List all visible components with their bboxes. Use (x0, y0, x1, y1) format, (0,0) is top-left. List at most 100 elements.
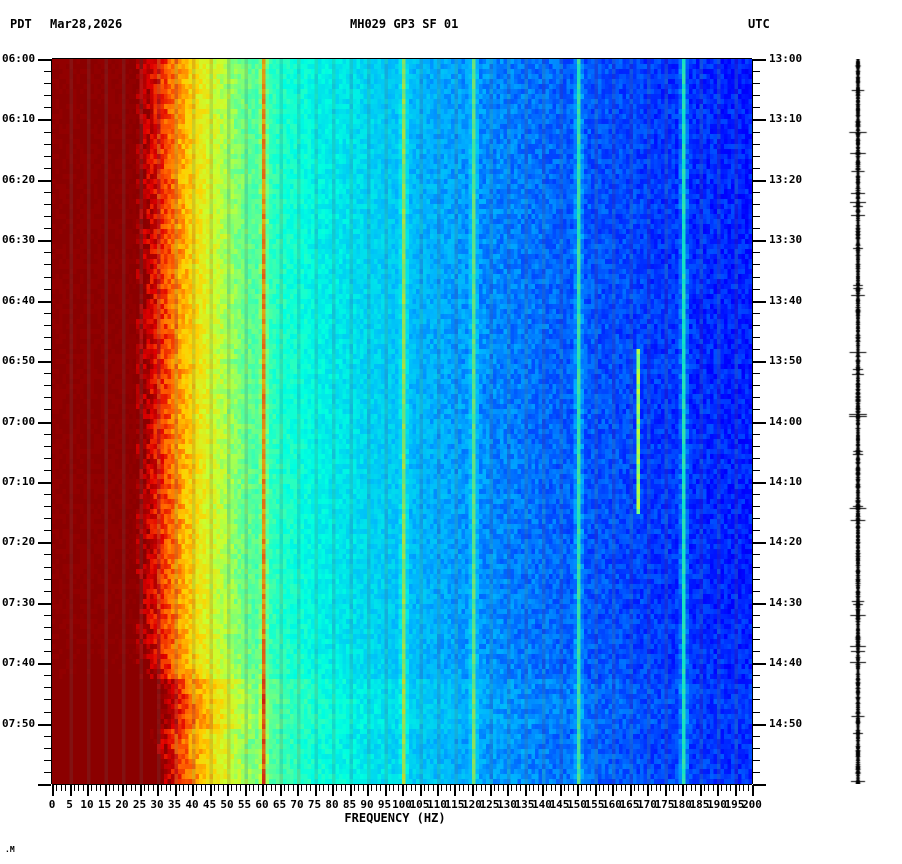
y-tick-right (753, 712, 760, 713)
x-tick (350, 785, 352, 796)
x-tick (564, 785, 565, 791)
x-tick (603, 785, 604, 791)
x-ticklabel: 125 (479, 798, 500, 811)
x-tick (612, 785, 614, 796)
x-ticklabel: 170 (637, 798, 657, 811)
x-tick (555, 785, 556, 791)
x-tick (721, 785, 722, 791)
y-tick-right (753, 156, 760, 157)
y-tick-left (44, 409, 51, 410)
y-tick-left (44, 687, 51, 688)
y-tick-right (753, 518, 760, 519)
y-tick-left (44, 107, 51, 108)
x-tick (490, 785, 492, 796)
x-tick (218, 785, 219, 791)
y-ticklabel-right: 13:30 (769, 233, 803, 247)
y-tick-left (44, 337, 51, 338)
y-tick-left (38, 603, 51, 605)
y-tick-left (44, 373, 51, 374)
y-ticklabel-right: 14:20 (769, 535, 803, 549)
x-tick (161, 785, 162, 791)
amplitude-trace (838, 59, 878, 784)
x-tick (192, 785, 194, 796)
x-tick (328, 785, 329, 791)
x-tick (590, 785, 591, 791)
y-ticklabel-right: 13:00 (769, 52, 803, 65)
y-tick-right (753, 313, 760, 314)
x-tick (280, 785, 282, 796)
y-tick-right (753, 385, 760, 386)
x-ticklabel: 35 (167, 798, 182, 811)
x-tick (323, 785, 324, 791)
x-tick (406, 785, 407, 791)
amplitude-trace-panel (838, 59, 878, 784)
x-tick (446, 785, 447, 791)
x-tick (581, 785, 582, 791)
x-tick (310, 785, 311, 791)
y-tick-left (38, 59, 51, 61)
y-ticklabel-left: 06:30 (2, 233, 36, 247)
y-tick-left (44, 313, 51, 314)
x-tick (415, 785, 416, 791)
x-ticklabel: 120 (462, 798, 482, 811)
y-tick-left (38, 240, 51, 242)
x-tick (551, 785, 552, 791)
x-tick (538, 785, 539, 791)
x-tick (118, 785, 119, 791)
x-tick (577, 785, 579, 796)
header-date: Mar28,2026 (50, 17, 123, 31)
y-tick-right (753, 482, 766, 484)
x-tick (214, 785, 215, 791)
x-tick (441, 785, 442, 791)
x-tick (546, 785, 547, 791)
x-ticklabel: 185 (689, 798, 710, 811)
y-tick-left (44, 530, 51, 531)
y-tick-right (753, 337, 760, 338)
y-tick-left (44, 144, 51, 145)
y-tick-right (753, 107, 760, 108)
x-tick (651, 785, 652, 791)
x-axis-title: FREQUENCY (HZ) (344, 811, 446, 825)
y-tick-left (44, 385, 51, 386)
x-tick (188, 785, 189, 791)
x-tick (638, 785, 639, 791)
x-tick (476, 785, 477, 791)
y-axis-right (752, 59, 753, 784)
y-ticklabel-right: 13:50 (769, 354, 803, 368)
x-ticklabel: 135 (514, 798, 535, 811)
y-tick-left (44, 95, 51, 96)
y-tick-right (753, 699, 760, 700)
x-tick (205, 785, 206, 791)
y-axis-left (51, 59, 52, 784)
y-tick-left (38, 119, 51, 121)
y-tick-left (44, 325, 51, 326)
x-tick (52, 785, 54, 796)
x-tick (140, 785, 142, 796)
x-tick (385, 785, 387, 796)
x-tick (266, 785, 267, 791)
y-tick-left (44, 71, 51, 72)
x-tick (175, 785, 177, 796)
x-tick (227, 785, 229, 796)
x-tick (498, 785, 499, 791)
y-tick-right (753, 760, 760, 761)
y-tick-right (753, 675, 760, 676)
x-axis-line (52, 784, 752, 785)
y-tick-left (44, 772, 51, 773)
y-tick-right (753, 228, 760, 229)
x-tick (148, 785, 149, 791)
y-ticklabel-right: 13:40 (769, 293, 803, 307)
x-tick (608, 785, 609, 791)
x-tick (371, 785, 372, 791)
x-tick (236, 785, 237, 791)
x-tick (70, 785, 72, 796)
x-tick (726, 785, 727, 791)
x-tick (223, 785, 224, 791)
y-tick-right (753, 240, 766, 242)
y-ticklabel-left: 07:00 (2, 414, 36, 428)
x-tick (83, 785, 84, 791)
x-tick (358, 785, 359, 791)
x-tick (288, 785, 289, 791)
x-tick (122, 785, 124, 796)
x-tick (210, 785, 212, 796)
